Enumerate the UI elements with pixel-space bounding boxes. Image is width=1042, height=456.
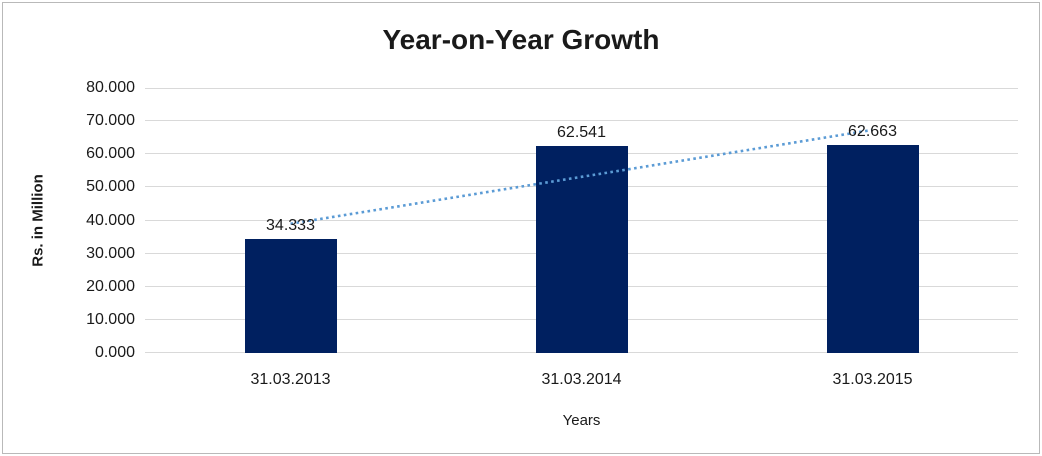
plot-area bbox=[145, 88, 1018, 353]
bar-value-label: 62.541 bbox=[557, 123, 606, 141]
x-tick-label: 31.03.2015 bbox=[832, 371, 913, 388]
bar-value-label: 62.663 bbox=[848, 123, 897, 141]
y-tick-label: 40.000 bbox=[86, 211, 135, 229]
y-tick-label: 10.000 bbox=[86, 310, 135, 328]
y-tick-label: 0.000 bbox=[94, 344, 135, 361]
bar-31.03.2014 bbox=[535, 145, 628, 353]
x-axis-title: Years bbox=[562, 412, 601, 429]
trendline-layer bbox=[290, 128, 873, 226]
x-tick-label: 31.03.2013 bbox=[250, 371, 331, 388]
y-tick-label: 30.000 bbox=[86, 244, 135, 262]
gridline bbox=[145, 120, 1018, 122]
y-tick-label: 80.000 bbox=[86, 79, 135, 96]
chart-title: Year-on-Year Growth bbox=[382, 24, 660, 55]
x-tick-label: 31.03.2014 bbox=[541, 371, 622, 388]
y-tick-label: 70.000 bbox=[86, 112, 135, 130]
trendline bbox=[290, 128, 873, 226]
y-tick-label: 20.000 bbox=[86, 277, 135, 295]
y-tick-label: 60.000 bbox=[86, 145, 135, 163]
bar-31.03.2013 bbox=[244, 239, 337, 353]
bar-31.03.2015 bbox=[826, 145, 919, 353]
gridline bbox=[145, 88, 1018, 89]
y-tick-label: 50.000 bbox=[86, 178, 135, 196]
bar-value-label: 34.333 bbox=[266, 217, 315, 235]
